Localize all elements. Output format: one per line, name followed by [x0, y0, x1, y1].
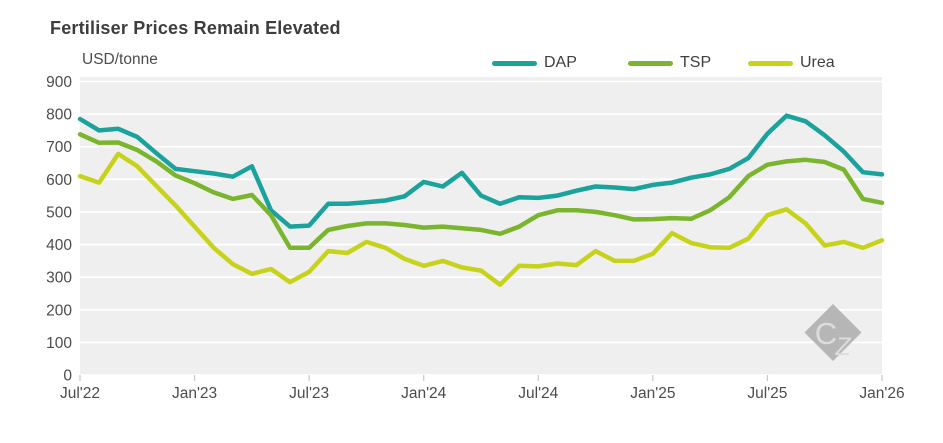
x-axis-tick-label: Jan'26 [859, 385, 904, 402]
series-line-tsp [77, 132, 885, 251]
x-axis-tick-label: Jul'22 [60, 385, 100, 402]
x-axis-tick-label: Jul'25 [747, 385, 787, 402]
legend-label-urea: Urea [800, 54, 835, 71]
legend-item-urea: Urea [748, 54, 835, 72]
y-axis-tick-label: 0 [63, 368, 72, 385]
legend-label-tsp: TSP [680, 54, 712, 71]
y-axis-tick-label: 200 [46, 302, 72, 319]
watermark-letter-c: C [815, 316, 837, 351]
y-axis-tick-label: 700 [46, 139, 72, 156]
y-axis-tick-label: 300 [46, 270, 72, 287]
y-axis-tick-label: 800 [46, 107, 72, 124]
chart-title: Fertiliser Prices Remain Elevated [50, 18, 341, 38]
y-axis-tick-label: 100 [46, 335, 72, 352]
watermark-letter-z: Z [834, 333, 851, 361]
cz-watermark: CZ [804, 304, 862, 361]
y-axis-tick-label: 900 [46, 74, 72, 91]
legend-item-tsp: TSP [628, 54, 711, 72]
legend-item-dap: DAP [492, 54, 577, 72]
y-axis-tick-label: 500 [46, 204, 72, 221]
x-axis-tick-label: Jul'23 [289, 385, 329, 402]
plot-area [80, 77, 882, 375]
chart-units-label: USD/tonne [82, 51, 158, 68]
x-axis-tick-label: Jan'23 [172, 385, 217, 402]
series-line-dap [77, 113, 885, 229]
legend-swatch-dap [492, 60, 537, 66]
series-line-urea [77, 151, 885, 287]
watermark-diamond-icon [804, 304, 862, 361]
x-axis-tick-label: Jan'24 [401, 385, 447, 402]
y-axis-tick-label: 400 [46, 237, 72, 254]
x-axis-tick-label: Jul'24 [518, 385, 558, 402]
legend-label-dap: DAP [544, 54, 577, 71]
chart-legend: DAP TSP Urea [0, 54, 943, 76]
y-axis-tick-label: 600 [46, 172, 72, 189]
legend-swatch-tsp [628, 60, 673, 66]
x-axis-tick-label: Jan'25 [630, 385, 675, 402]
legend-swatch-urea [748, 60, 793, 66]
